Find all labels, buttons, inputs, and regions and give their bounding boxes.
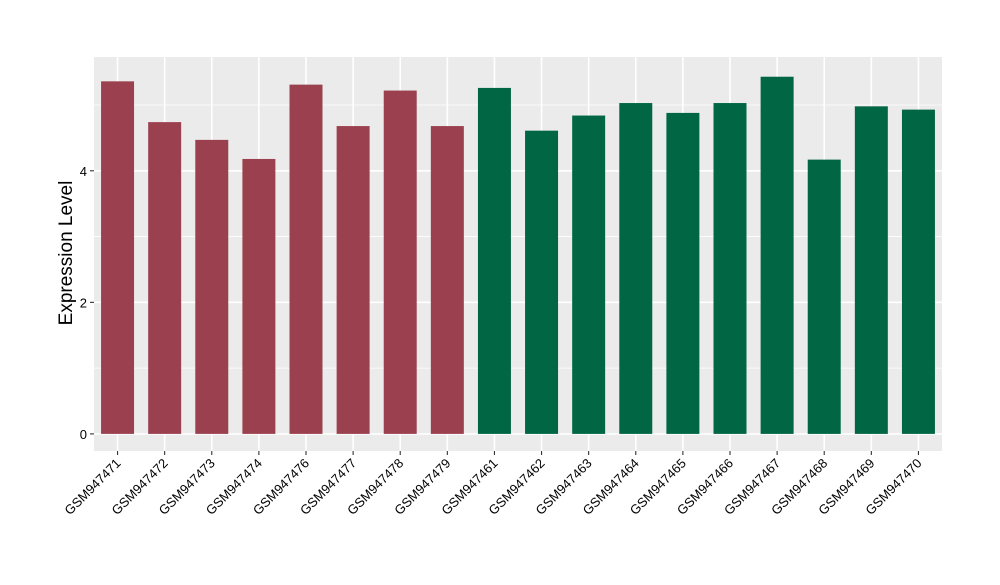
x-axis: GSM947471GSM947472GSM947473GSM947474GSM9… [61, 451, 925, 518]
bar-GSM947470 [901, 109, 935, 434]
bar-GSM947473 [195, 139, 229, 434]
bar-GSM947468 [807, 159, 841, 434]
bar-GSM947476 [289, 84, 323, 434]
y-axis: 0 2 4 [80, 164, 94, 442]
bar-GSM947474 [242, 158, 276, 434]
bar-GSM947463 [572, 115, 606, 434]
bar-GSM947479 [430, 126, 464, 434]
bar-GSM947471 [101, 81, 135, 434]
y-tick-label: 4 [80, 164, 87, 179]
bars [101, 76, 935, 434]
bar-GSM947467 [760, 76, 794, 434]
bar-GSM947466 [713, 103, 747, 434]
bar-GSM947477 [336, 126, 370, 434]
bar-GSM947478 [383, 90, 417, 434]
bar-GSM947464 [619, 103, 653, 434]
bar-GSM947469 [854, 106, 888, 434]
y-axis-label: Expression Level [56, 181, 77, 326]
bar-GSM947465 [666, 112, 700, 434]
plot-panel [94, 57, 942, 451]
bar-GSM947462 [525, 130, 559, 434]
minor-gridlines [94, 104, 942, 369]
bar-GSM947472 [148, 122, 182, 434]
y-tick-label: 0 [80, 427, 87, 442]
bar-GSM947461 [477, 87, 511, 434]
y-tick-label: 2 [80, 295, 87, 310]
